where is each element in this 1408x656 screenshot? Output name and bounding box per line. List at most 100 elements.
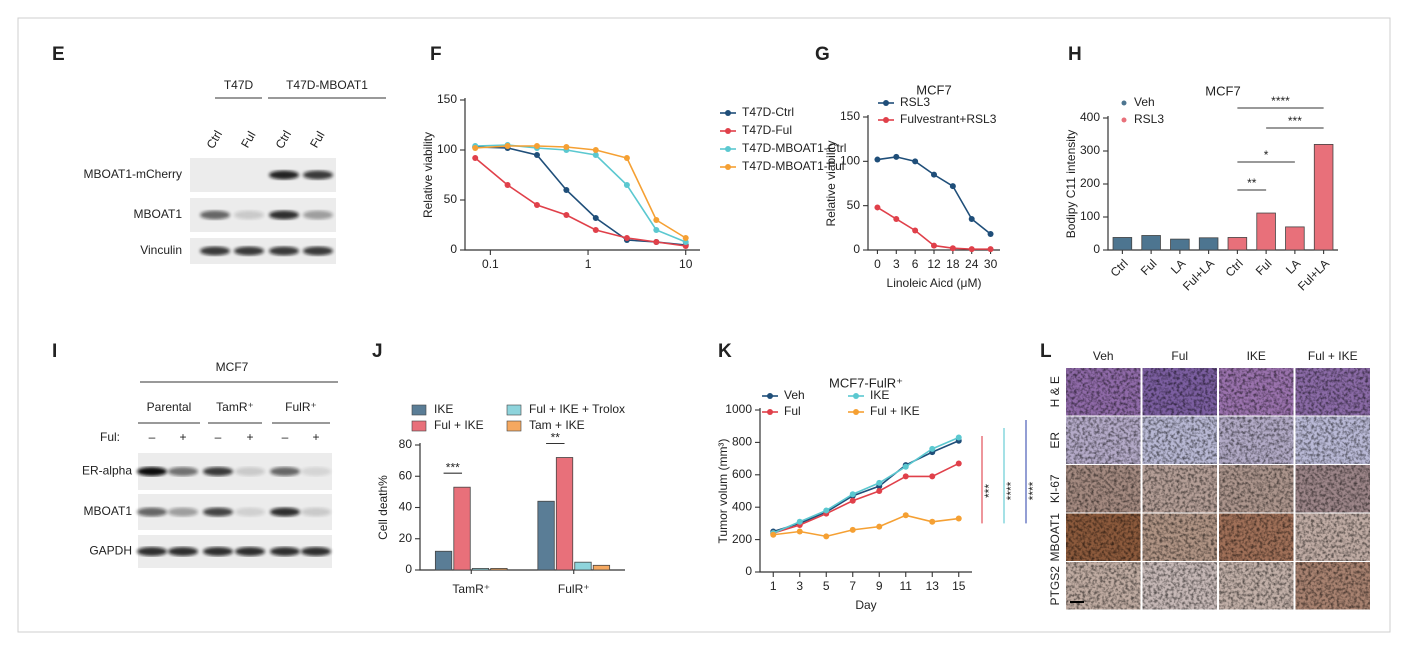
data-point — [929, 473, 936, 480]
chart-title: MCF7-FulR⁺ — [829, 375, 903, 390]
y-tick-label: 50 — [847, 198, 861, 212]
x-tick-label: 18 — [946, 257, 960, 271]
legend-label: Ful + IKE — [434, 418, 484, 432]
y-tick-label: 400 — [732, 499, 752, 513]
legend-marker — [883, 117, 889, 123]
bar — [471, 568, 490, 571]
bar — [574, 561, 592, 571]
y-tick-label: 150 — [437, 92, 457, 106]
data-point — [893, 215, 900, 222]
bar — [490, 568, 508, 571]
data-point — [968, 246, 975, 253]
column-label: Veh — [1093, 349, 1114, 363]
legend-label: Veh — [784, 388, 805, 402]
legend-marker — [767, 409, 773, 415]
y-tick-label: 600 — [732, 467, 752, 481]
data-point — [592, 215, 599, 221]
y-tick-label: 40 — [399, 500, 413, 514]
data-point — [623, 182, 630, 188]
legend-marker — [1121, 100, 1127, 106]
data-point — [931, 171, 937, 178]
y-tick-label: 200 — [1080, 176, 1100, 190]
blot-band — [137, 467, 167, 476]
legend-label: T47D-Ful — [742, 123, 792, 137]
data-point — [849, 497, 856, 504]
y-tick-label: 0 — [1093, 242, 1100, 256]
x-tick-label: 15 — [952, 579, 966, 593]
bar — [453, 486, 471, 571]
ihc-texture — [1295, 416, 1370, 464]
x-tick-label: 12 — [927, 257, 941, 271]
ihc-texture — [1066, 416, 1141, 464]
x-tick-label: 0.1 — [482, 257, 499, 271]
legend-marker — [767, 393, 773, 399]
series-line — [773, 440, 960, 533]
legend-marker — [853, 409, 859, 415]
ihc-texture — [1295, 368, 1370, 416]
legend-label: Ful + IKE + Trolox — [529, 402, 625, 416]
panel-letter: F — [430, 44, 442, 65]
data-point — [949, 183, 956, 190]
data-point — [876, 488, 883, 494]
blot-band — [301, 467, 331, 476]
row-label: MBOAT1 — [134, 207, 183, 221]
y-tick-label: 1000 — [725, 402, 752, 416]
data-point — [592, 227, 599, 233]
ihc-texture — [1219, 562, 1294, 610]
data-point — [653, 227, 660, 233]
legend-marker — [853, 393, 859, 399]
y-axis-label: Relative viability — [824, 140, 838, 226]
x-tick-label: 11 — [900, 579, 913, 593]
x-tick-label: 13 — [926, 579, 940, 593]
lane-label: + — [246, 430, 253, 444]
legend-label: RSL3 — [900, 95, 930, 109]
x-tick-label: 5 — [823, 579, 830, 593]
legend-label: Fulvestrant+RSL3 — [900, 112, 997, 126]
blot-band — [203, 507, 233, 517]
significance-label: * — [1264, 148, 1269, 162]
legend-marker — [411, 404, 427, 416]
data-point — [472, 155, 479, 161]
panel-letter: G — [815, 44, 830, 65]
y-tick-label: 0 — [405, 562, 412, 576]
series-line — [474, 157, 686, 247]
data-point — [874, 156, 881, 163]
group-label: FulR⁺ — [285, 400, 317, 414]
row-label: ER-alpha — [82, 464, 132, 478]
y-tick-label: 800 — [732, 435, 752, 449]
legend-label: Ful + IKE — [870, 404, 920, 418]
blot-band — [270, 547, 300, 556]
bar — [1227, 237, 1248, 251]
y-axis-label: Cell death% — [376, 475, 390, 540]
significance-label: *** — [446, 460, 460, 474]
blot-band — [168, 547, 198, 556]
data-point — [849, 526, 856, 533]
blot-band — [269, 170, 299, 180]
data-point — [823, 507, 830, 514]
row-label: MBOAT1 — [84, 504, 133, 518]
significance-label: **** — [1026, 481, 1040, 500]
data-point — [902, 463, 909, 470]
ihc-texture — [1142, 368, 1217, 416]
data-point — [533, 202, 540, 208]
data-point — [893, 153, 900, 160]
data-point — [912, 227, 919, 234]
series-line — [773, 514, 959, 538]
group-label: Parental — [147, 400, 192, 414]
y-tick-label: 80 — [399, 437, 413, 451]
legend-label: Ful — [784, 404, 801, 418]
data-point — [623, 235, 630, 241]
ihc-texture — [1142, 465, 1217, 513]
x-tick-label: FulR⁺ — [558, 582, 590, 596]
bar — [1198, 237, 1219, 251]
legend-marker — [725, 110, 731, 116]
blot-band — [234, 246, 264, 256]
significance-label: ** — [551, 431, 561, 445]
y-tick-label: 60 — [399, 468, 413, 482]
data-point — [533, 143, 540, 149]
data-point — [563, 212, 570, 218]
x-tick-label: 24 — [965, 257, 979, 271]
data-point — [563, 187, 570, 193]
data-point — [563, 144, 570, 150]
data-point — [968, 215, 975, 222]
